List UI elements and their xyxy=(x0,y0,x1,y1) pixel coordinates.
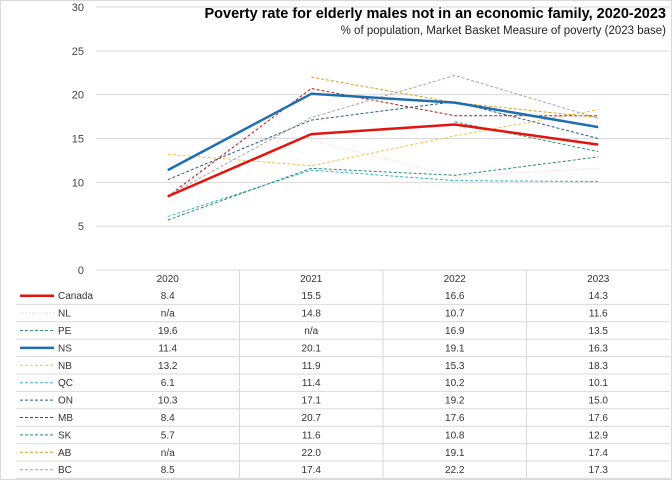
table-cell: 11.4 xyxy=(302,378,321,389)
series-line-canada xyxy=(167,123,599,198)
table-cell: 13.2 xyxy=(158,361,178,372)
table-cell: 16.3 xyxy=(589,343,609,354)
table-cell: 17.6 xyxy=(589,413,609,424)
table-cell: 17.6 xyxy=(445,413,465,424)
x-category-label: 2023 xyxy=(587,274,610,285)
y-tick-label: 15 xyxy=(72,134,84,146)
table-cell: 11.6 xyxy=(589,309,608,320)
table-cell: 19.6 xyxy=(158,326,178,337)
table-cell: 8.4 xyxy=(161,413,175,424)
y-tick-label: 5 xyxy=(78,221,84,233)
series-line-mb xyxy=(167,88,599,197)
chart-subtitle: % of population, Market Basket Measure o… xyxy=(340,25,666,37)
series-line-pe xyxy=(454,121,599,153)
legend-label: QC xyxy=(58,378,73,389)
table-cell: 17.1 xyxy=(302,396,322,407)
table-cell: 16.9 xyxy=(445,326,465,337)
table-cell: 10.1 xyxy=(589,378,609,389)
table-cell: 11.6 xyxy=(302,430,321,441)
table-cell: 16.6 xyxy=(445,291,465,302)
legend-label: SK xyxy=(58,430,72,441)
series-lines xyxy=(167,74,599,221)
chart-title: Poverty rate for elderly males not in an… xyxy=(204,6,666,22)
table-cell: 5.7 xyxy=(161,430,175,441)
table-cell: 14.8 xyxy=(302,309,322,320)
table-cell: 20.1 xyxy=(302,343,322,354)
table-cell: 18.3 xyxy=(589,361,609,372)
table-cell: n/a xyxy=(161,448,175,459)
table-cell: 17.3 xyxy=(589,465,609,476)
table-cell: 10.2 xyxy=(445,378,465,389)
table-cell: 22.2 xyxy=(445,465,465,476)
legend-label: NB xyxy=(58,361,72,372)
legend-label: Canada xyxy=(58,291,93,302)
table-cell: 8.5 xyxy=(161,465,175,476)
table-cell: 8.4 xyxy=(161,291,175,302)
x-category-label: 2022 xyxy=(444,274,467,285)
table-cell: 11.9 xyxy=(302,361,321,372)
table-cell: 11.4 xyxy=(158,343,177,354)
y-tick-label: 0 xyxy=(78,265,84,277)
legend-label: NS xyxy=(58,343,72,354)
table-cell: 17.4 xyxy=(302,465,322,476)
legend-label: PE xyxy=(58,326,72,337)
table-cell: 15.0 xyxy=(589,396,609,407)
table-cell: 10.7 xyxy=(445,309,465,320)
table-cell: n/a xyxy=(304,326,318,337)
series-line-sk xyxy=(167,156,599,221)
table-cell: 19.1 xyxy=(445,343,465,354)
table-cell: 10.3 xyxy=(158,396,178,407)
table-cell: n/a xyxy=(161,309,175,320)
legend-label: NL xyxy=(58,309,71,320)
table-cell: 13.5 xyxy=(589,326,609,337)
legend-label: MB xyxy=(58,413,73,424)
table-cell: 14.3 xyxy=(589,291,609,302)
table-cell: 15.3 xyxy=(445,361,465,372)
table-cell: 12.9 xyxy=(589,430,609,441)
data-table: 2020 2021 2022 2023 Canada 8.4 15.5 16.6 14.3 NL n… xyxy=(16,270,670,479)
series-line-ns xyxy=(167,92,599,172)
series-line-qc xyxy=(167,169,599,217)
y-tick-label: 10 xyxy=(72,177,84,189)
legend-label: AB xyxy=(58,448,72,459)
legend-label: BC xyxy=(58,465,72,476)
gridlines xyxy=(96,6,670,271)
table-cell: 15.5 xyxy=(302,291,322,302)
table-cell: 19.2 xyxy=(445,396,465,407)
x-category-label: 2020 xyxy=(157,274,180,285)
table-cell: 17.4 xyxy=(589,448,609,459)
table-cell: 19.1 xyxy=(445,448,465,459)
y-axis-ticks: 0 5 10 15 20 25 30 xyxy=(72,2,84,277)
table-cell: 10.8 xyxy=(445,430,465,441)
series-line-nl xyxy=(311,139,599,177)
series-line-nb xyxy=(167,109,599,167)
y-tick-label: 30 xyxy=(72,2,84,14)
table-cell: 20.7 xyxy=(302,413,322,424)
legend-label: ON xyxy=(58,396,73,407)
y-tick-label: 25 xyxy=(72,46,84,58)
series-line-bc xyxy=(167,74,599,196)
y-tick-label: 20 xyxy=(72,90,84,102)
series-line-on xyxy=(167,101,599,181)
table-cell: 6.1 xyxy=(161,378,175,389)
x-category-label: 2021 xyxy=(300,274,323,285)
table-cell: 22.0 xyxy=(302,448,322,459)
